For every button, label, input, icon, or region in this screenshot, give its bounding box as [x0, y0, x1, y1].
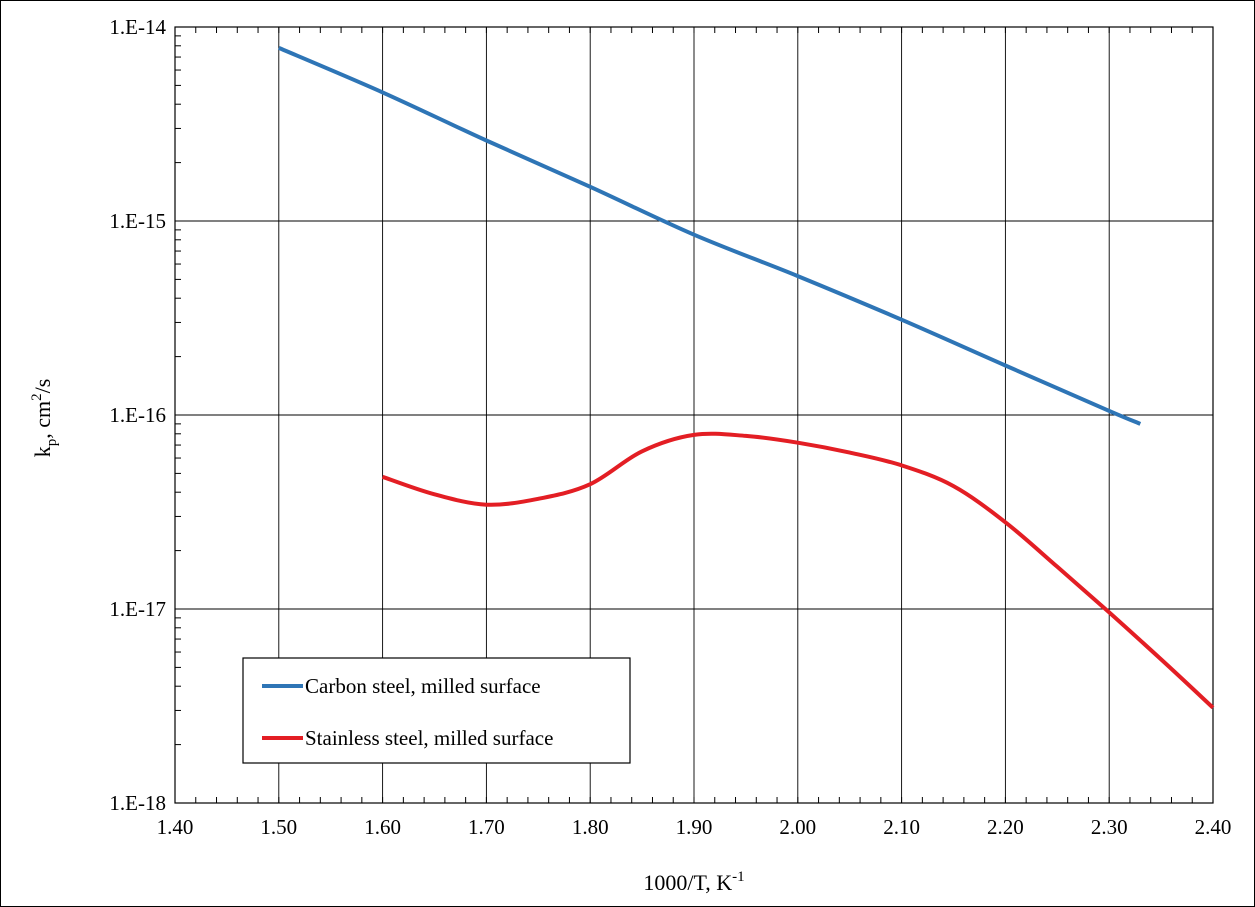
x-tick-label: 2.20 [987, 815, 1024, 839]
y-tick-label: 1.E-17 [109, 597, 166, 621]
x-tick-label: 1.90 [676, 815, 713, 839]
y-axis-title-main: k [30, 446, 55, 457]
y-tick-label: 1.E-15 [109, 209, 166, 233]
y-axis-title-sub: p [44, 439, 60, 447]
series-line-stainless-steel [381, 431, 1215, 710]
y-axis-title-tail: , cm [30, 401, 55, 439]
minor-ticks [174, 27, 1214, 803]
x-axis-title-main: 1000/T, K [643, 870, 732, 895]
legend-label-carbon-steel: Carbon steel, milled surface [305, 674, 541, 698]
x-tick-label: 2.30 [1091, 815, 1128, 839]
legend: Carbon steel, milled surface Stainless s… [242, 657, 631, 764]
y-tick-label: 1.E-14 [109, 15, 166, 39]
y-tick-label: 1.E-18 [109, 791, 166, 815]
x-tick-label: 2.40 [1195, 815, 1232, 839]
y-axis-title: kp, cm2/s [29, 379, 60, 458]
y-tick-labels: 1.E-14 1.E-15 1.E-16 1.E-17 1.E-18 [109, 15, 166, 815]
x-tick-label: 1.50 [260, 815, 297, 839]
y-tick-label: 1.E-16 [109, 403, 166, 427]
x-tick-label: 2.10 [883, 815, 920, 839]
x-tick-label: 1.40 [157, 815, 194, 839]
y-axis-title-sup: 2 [29, 393, 45, 401]
series-line-carbon-steel [278, 46, 1142, 426]
x-tick-label: 1.60 [364, 815, 401, 839]
legend-box [242, 657, 631, 764]
x-tick-label: 2.00 [779, 815, 816, 839]
x-axis-title: 1000/T, K-1 [643, 869, 744, 895]
y-axis-title-end: /s [30, 379, 55, 394]
x-axis-title-sup: -1 [732, 869, 745, 885]
x-tick-label: 1.80 [572, 815, 609, 839]
series-layer [278, 46, 1215, 710]
x-tick-label: 1.70 [468, 815, 505, 839]
x-tick-labels: 1.40 1.50 1.60 1.70 1.80 1.90 2.00 2.10 2.20 2.30… [157, 815, 1232, 839]
legend-label-stainless-steel: Stainless steel, milled surface [305, 726, 553, 750]
plot-area [174, 26, 1214, 804]
